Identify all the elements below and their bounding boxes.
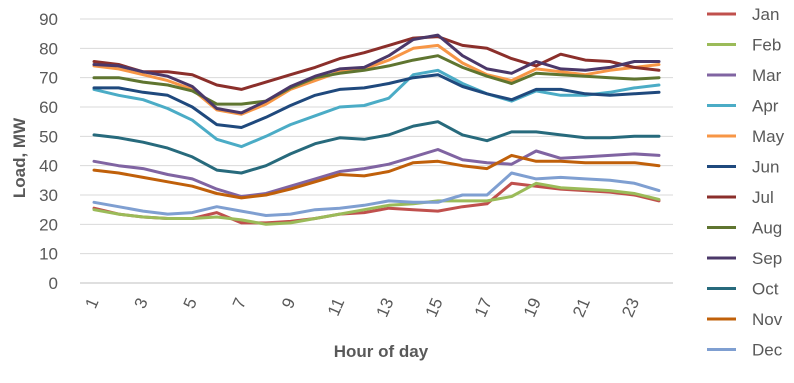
x-axis-title: Hour of day	[334, 342, 429, 361]
x-tick-label: 15	[422, 295, 447, 320]
legend-label-mar: Mar	[752, 66, 782, 85]
legend-label-feb: Feb	[752, 36, 781, 55]
legend-label-aug: Aug	[752, 219, 782, 238]
x-tick-label: 17	[471, 295, 496, 320]
legend-label-jul: Jul	[752, 188, 774, 207]
x-tick-label: 1	[81, 295, 102, 311]
legend-label-nov: Nov	[752, 310, 783, 329]
y-tick-label: 0	[49, 274, 58, 293]
series-line-aug	[92, 54, 661, 106]
x-tick-label: 13	[373, 295, 398, 320]
y-tick-label: 40	[39, 157, 58, 176]
legend-label-may: May	[752, 127, 785, 146]
y-axis: 0 10 20 30 40 50 60 70 80 90	[39, 10, 58, 293]
x-tick-label: 9	[278, 295, 299, 311]
legend-label-dec: Dec	[752, 341, 783, 360]
x-tick-label: 19	[520, 295, 545, 320]
series-line-oct	[92, 120, 661, 175]
legend-label-jan: Jan	[752, 5, 779, 24]
legend-label-jun: Jun	[752, 158, 779, 177]
series-line-jun	[92, 73, 661, 129]
legend: Jan Feb Mar Apr May Jun Jul Aug Sep Oct Nov Dec	[707, 5, 785, 360]
y-tick-label: 10	[39, 245, 58, 264]
series-line-sep	[92, 33, 661, 115]
series-line-mar	[92, 148, 661, 198]
y-tick-label: 30	[39, 186, 58, 205]
x-tick-label: 5	[180, 295, 201, 311]
y-tick-label: 50	[39, 127, 58, 146]
y-tick-label: 70	[39, 69, 58, 88]
series-line-jul	[92, 35, 661, 91]
series-line-nov	[92, 153, 661, 200]
series-line-dec	[92, 171, 661, 217]
legend-label-sep: Sep	[752, 249, 782, 268]
x-tick-label: 3	[131, 295, 152, 311]
x-axis: 1 3 5 7 9 11 13 15 17 19 21 23	[80, 282, 673, 320]
series-line-feb	[92, 181, 661, 226]
y-tick-label: 90	[39, 10, 58, 29]
y-tick-label: 80	[39, 39, 58, 58]
x-tick-label: 11	[324, 295, 348, 319]
x-tick-label: 23	[618, 295, 643, 320]
series-line-may	[92, 43, 661, 116]
y-tick-label: 20	[39, 215, 58, 234]
legend-label-oct: Oct	[752, 280, 779, 299]
y-axis-title: Load, MW	[10, 117, 29, 198]
x-tick-label: 7	[229, 295, 250, 311]
series-lines	[92, 33, 661, 226]
series-line-apr	[92, 68, 661, 149]
legend-label-apr: Apr	[752, 97, 779, 116]
y-tick-label: 60	[39, 98, 58, 117]
x-tick-label: 21	[569, 295, 594, 320]
